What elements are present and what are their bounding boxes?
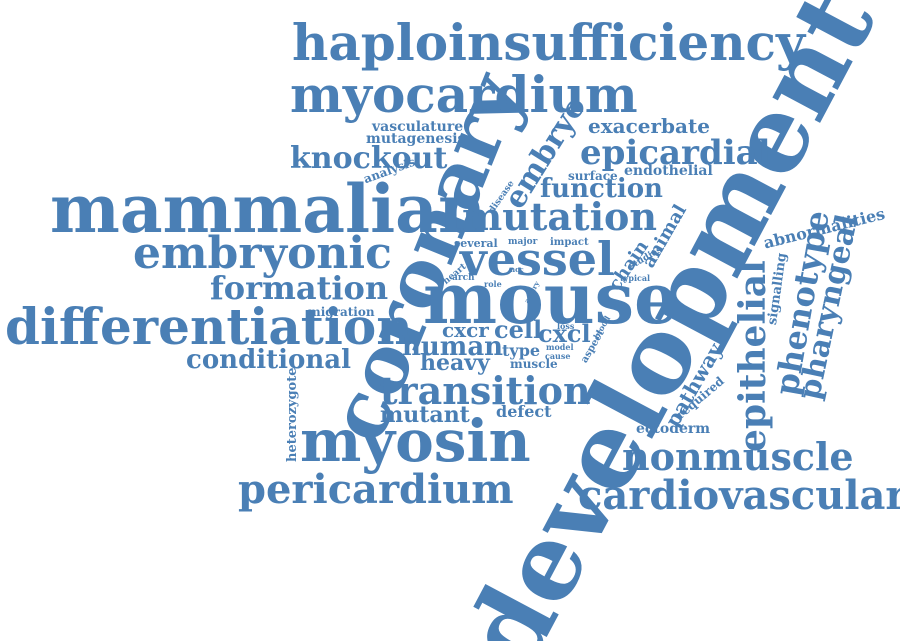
word-differentiation: differentiation (5, 297, 413, 356)
word-function: function (540, 174, 663, 204)
word-haploinsufficiency: haploinsufficiency (292, 13, 806, 72)
word-cxcr: cxcr (442, 318, 489, 342)
word-mouse: mouse (423, 257, 679, 340)
word-conditional: conditional (186, 345, 351, 375)
word-impact: impact (550, 237, 589, 248)
word-migration: migration (308, 305, 375, 319)
word-mammalian: mammalian (50, 170, 486, 248)
word-human: human (402, 332, 504, 362)
word-ncc: ncc (510, 265, 524, 274)
word-endothelial: endothelial (624, 163, 713, 179)
word-myosin: myosin (300, 407, 531, 475)
word-heavy: heavy (420, 350, 490, 376)
word-typical: typical (620, 273, 651, 283)
word-muscle: muscle (510, 357, 558, 371)
word-cell: cell (494, 315, 543, 344)
word-formation: formation (210, 269, 389, 307)
word-cardiovascular: cardiovascular (578, 472, 900, 519)
word-nonmuscle: nonmuscle (622, 434, 854, 479)
word-surface: surface (568, 169, 618, 183)
word-vessel: vessel (460, 232, 615, 286)
word-epicardial: epicardial (580, 133, 771, 173)
word-mutation: mutation (462, 194, 657, 239)
word-transition: transition (380, 368, 591, 413)
word-ectoderm: ectoderm (636, 421, 711, 437)
word-loss: loss (557, 321, 575, 331)
word-major: major (508, 237, 538, 247)
word-mutagenesis: mutagenesis (366, 131, 466, 147)
word-exacerbate: exacerbate (588, 114, 710, 138)
word-type: type (502, 341, 541, 360)
word-knockout: knockout (290, 141, 448, 176)
word-model: model (546, 342, 574, 352)
word-epithelial: epithelial (732, 260, 774, 452)
word-arch: arch (452, 273, 475, 283)
word-role: role (484, 279, 502, 289)
word-vasculature: vasculature (372, 119, 464, 135)
word-pericardium: pericardium (238, 466, 514, 513)
word-myocardium: myocardium (290, 65, 638, 124)
word-cxcl: cxcl (538, 319, 591, 348)
word-cause: cause (545, 351, 571, 361)
word-several: several (454, 237, 498, 250)
word-embryonic: embryonic (133, 228, 392, 279)
word-mutant: mutant (380, 402, 470, 428)
word-defect: defect (496, 402, 552, 421)
word-heterozygote: heterozygote (285, 367, 300, 463)
